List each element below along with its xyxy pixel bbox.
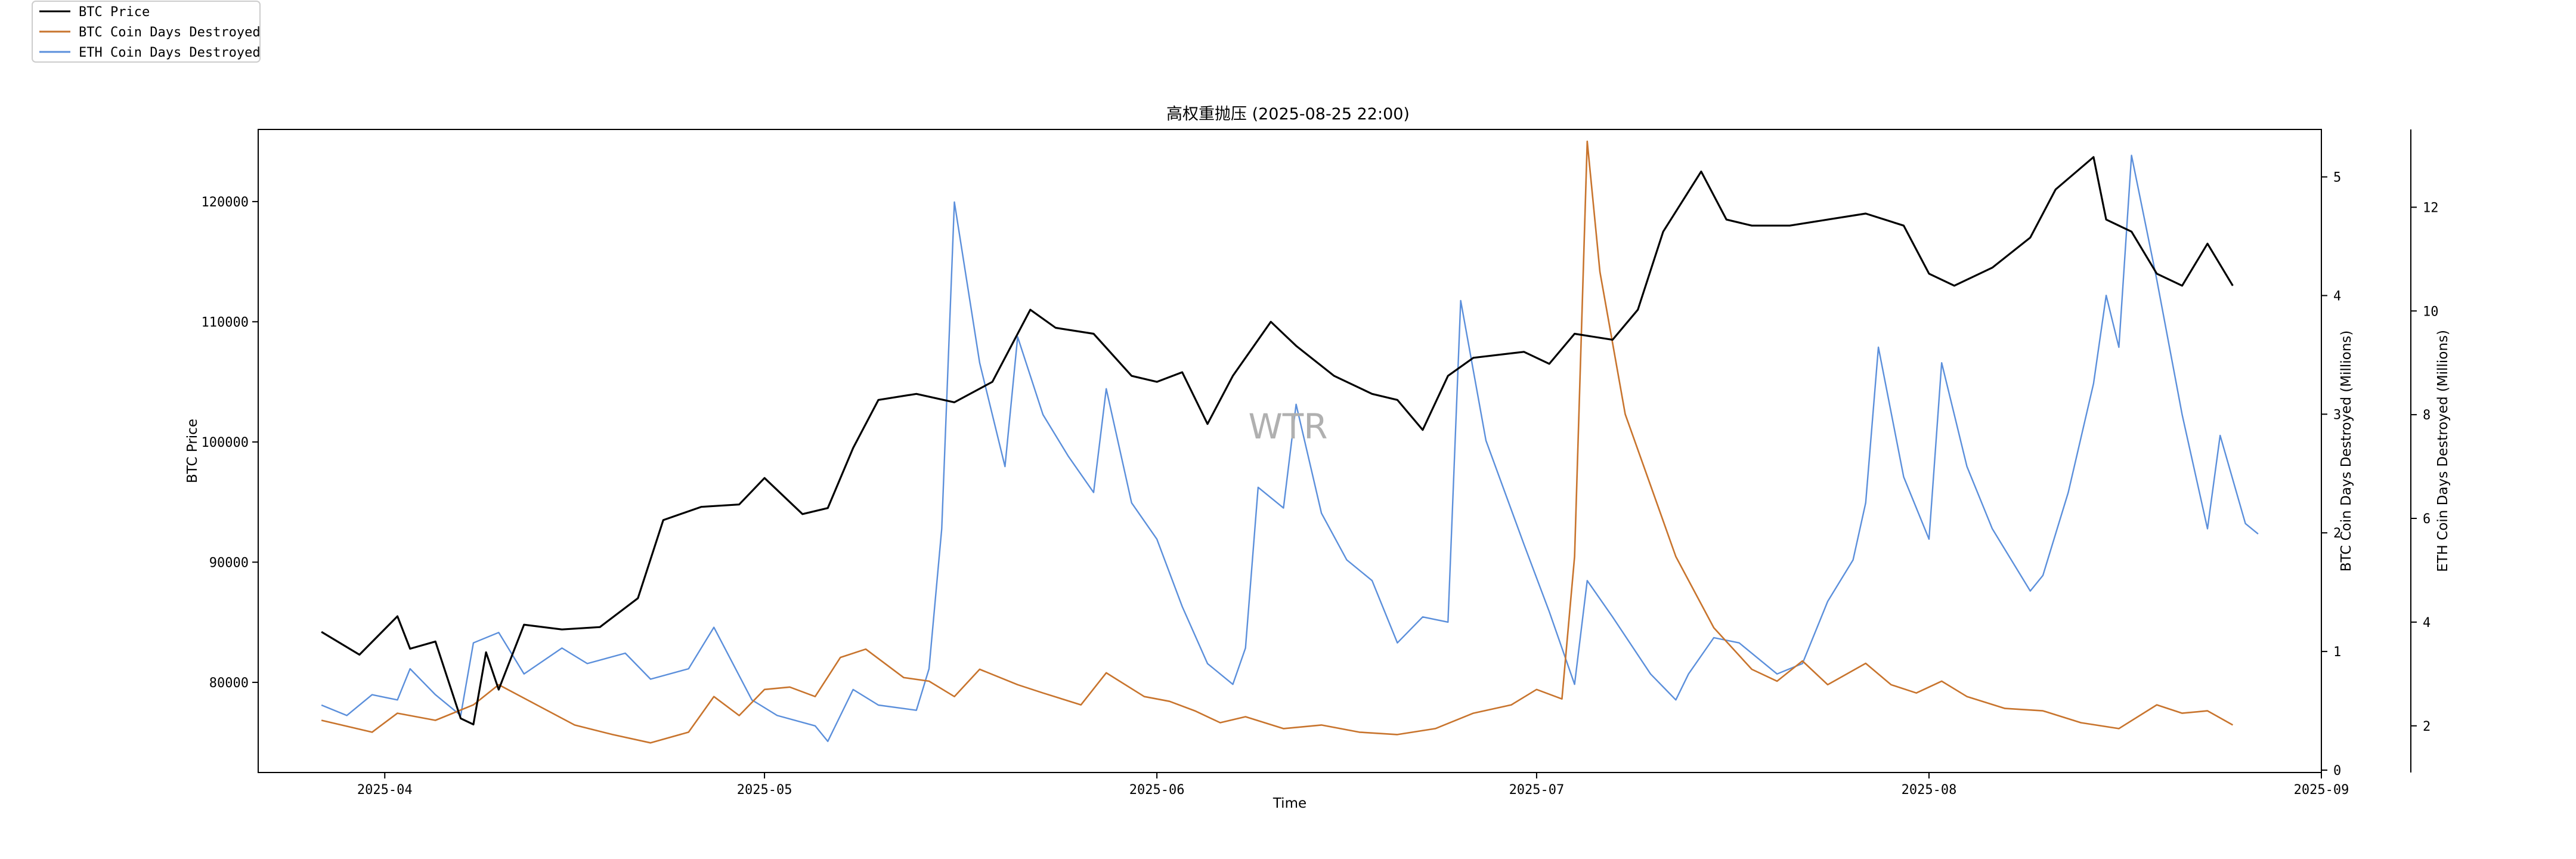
y-right1-tick-label: 3 [2333,407,2341,422]
y-right1-tick-label: 0 [2333,764,2341,778]
series-line-btc-cdd [321,140,2234,744]
y-right1-tick-label: 1 [2333,645,2341,660]
y-axis-left-label: BTC Price [185,419,200,483]
legend: BTC Price BTC Coin Days Destroyed ETH Co… [32,1,261,63]
x-tick-label: 2025-08 [1902,783,1957,798]
y-axis-right-eth-cdd: 2 4 6 8 10 12 [2411,200,2439,734]
y-right2-tick-label: 6 [2423,512,2431,527]
legend-label-btc-cdd: BTC Coin Days Destroyed [79,25,261,40]
y-left-tick-label: 80000 [209,676,249,691]
y-right2-tick-label: 8 [2423,408,2431,423]
legend-label-btc-price: BTC Price [79,5,150,20]
x-tick-label: 2025-09 [2294,783,2349,798]
y-left-tick-label: 120000 [202,195,249,210]
y-axis-right-eth-cdd-label: ETH Coin Days Destroyed (Millions) [2435,330,2451,572]
watermark-text: WTR [1248,406,1327,447]
x-tick-label: 2025-07 [1509,783,1565,798]
y-axis-right-btc-cdd: 0 1 2 3 4 5 [2321,171,2341,778]
x-axis-label: Time [1272,796,1306,811]
series-line-eth-cdd [321,155,2259,743]
y-right1-tick-label: 2 [2333,526,2341,541]
y-right2-tick-label: 2 [2423,719,2431,734]
x-tick-label: 2025-06 [1129,783,1185,798]
y-right1-tick-label: 5 [2333,171,2341,186]
y-right2-tick-label: 10 [2423,304,2439,319]
chart-title: 高权重抛压 (2025-08-25 22:00) [1166,105,1410,123]
x-tick-label: 2025-04 [357,783,413,798]
y-left-tick-label: 110000 [202,315,249,330]
y-left-tick-label: 90000 [209,555,249,570]
plot-frame [258,129,2322,773]
series-line-btc-price [321,156,2234,726]
x-axis: 2025-04 2025-05 2025-06 2025-07 2025-08 2025-… [357,773,2349,798]
y-axis-right-btc-cdd-label: BTC Coin Days Destroyed (Millions) [2339,330,2354,572]
y-right2-tick-label: 4 [2423,616,2431,631]
y-left-tick-label: 100000 [202,435,249,450]
series-layer [321,140,2259,744]
x-tick-label: 2025-05 [737,783,792,798]
legend-label-eth-cdd: ETH Coin Days Destroyed [79,45,261,60]
legend-frame [32,1,261,63]
y-axis-left: 80000 90000 100000 110000 120000 [202,195,258,691]
y-right2-tick-label: 12 [2423,200,2439,215]
y-right1-tick-label: 4 [2333,289,2341,304]
